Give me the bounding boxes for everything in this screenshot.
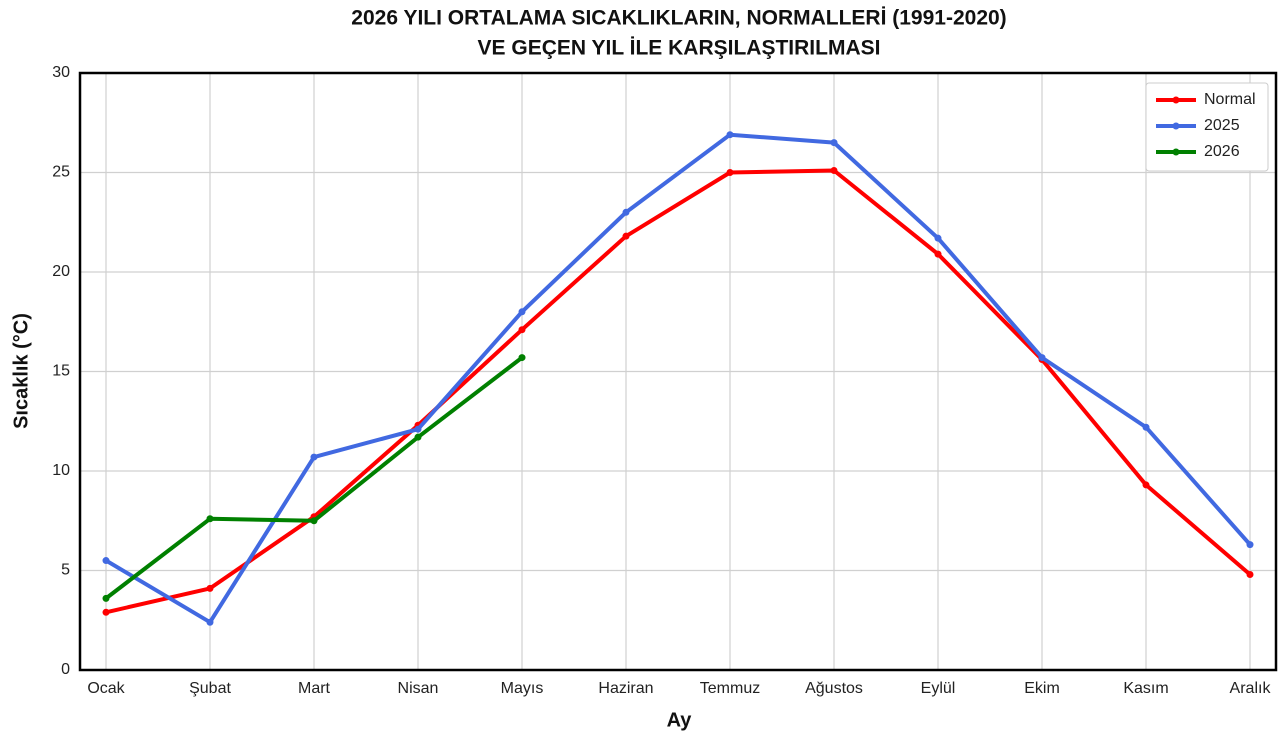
legend-label: 2026 <box>1204 143 1240 160</box>
data-point <box>830 139 838 147</box>
x-tick-label: Haziran <box>598 680 653 697</box>
y-tick-label: 25 <box>52 164 70 181</box>
data-point <box>102 557 110 565</box>
data-point <box>1246 570 1254 578</box>
data-point <box>518 354 526 362</box>
x-tick-label: Ağustos <box>805 680 863 697</box>
x-tick-label: Şubat <box>189 680 231 697</box>
x-tick-label: Eylül <box>921 680 956 697</box>
data-point <box>1142 481 1150 489</box>
data-point <box>102 594 110 602</box>
data-point <box>414 433 422 441</box>
data-point <box>726 169 734 176</box>
x-tick-label: Ocak <box>87 680 125 697</box>
x-tick-label: Mart <box>298 680 331 697</box>
data-point <box>310 453 318 461</box>
data-point <box>934 234 942 242</box>
data-point <box>518 308 526 316</box>
chart-title: VE GEÇEN YIL İLE KARŞILAŞTIRILMASI <box>478 37 881 60</box>
y-tick-label: 20 <box>52 263 70 280</box>
data-point <box>622 232 630 240</box>
data-point <box>830 167 838 175</box>
data-point <box>414 425 422 433</box>
data-point <box>934 250 942 258</box>
y-tick-label: 15 <box>52 363 70 380</box>
data-point <box>622 208 630 216</box>
y-tick-label: 0 <box>61 661 70 678</box>
x-axis-label: Ay <box>667 709 693 731</box>
data-point <box>518 326 526 334</box>
data-point <box>1142 423 1150 431</box>
legend-marker <box>1172 148 1180 156</box>
plot-frame <box>78 71 1278 672</box>
data-point <box>206 515 214 523</box>
legend-marker <box>1172 96 1180 104</box>
data-point <box>206 584 214 592</box>
x-tick-label: Temmuz <box>700 680 760 697</box>
data-point <box>1038 354 1046 362</box>
x-tick-label: Nisan <box>398 680 439 697</box>
data-point <box>726 131 734 139</box>
data-point <box>1246 541 1254 549</box>
y-axis-label: Sıcaklık (°C) <box>10 313 32 429</box>
data-point <box>102 608 110 616</box>
x-tick-label: Kasım <box>1123 680 1168 697</box>
data-point <box>206 618 214 626</box>
line-series <box>105 168 1252 615</box>
legend-label: 2025 <box>1204 117 1240 134</box>
x-tick-label: Aralık <box>1230 680 1272 697</box>
data-point <box>310 517 318 525</box>
line-series <box>104 132 1252 625</box>
x-tick-label: Ekim <box>1024 680 1060 697</box>
y-tick-label: 30 <box>52 64 70 81</box>
y-tick-label: 10 <box>52 462 70 479</box>
legend-marker <box>1172 122 1180 130</box>
y-tick-label: 5 <box>61 562 70 579</box>
legend-label: Normal <box>1204 91 1256 108</box>
chart-title: 2026 YILI ORTALAMA SICAKLIKLARIN, NORMAL… <box>351 7 1006 30</box>
x-tick-label: Mayıs <box>501 680 544 697</box>
